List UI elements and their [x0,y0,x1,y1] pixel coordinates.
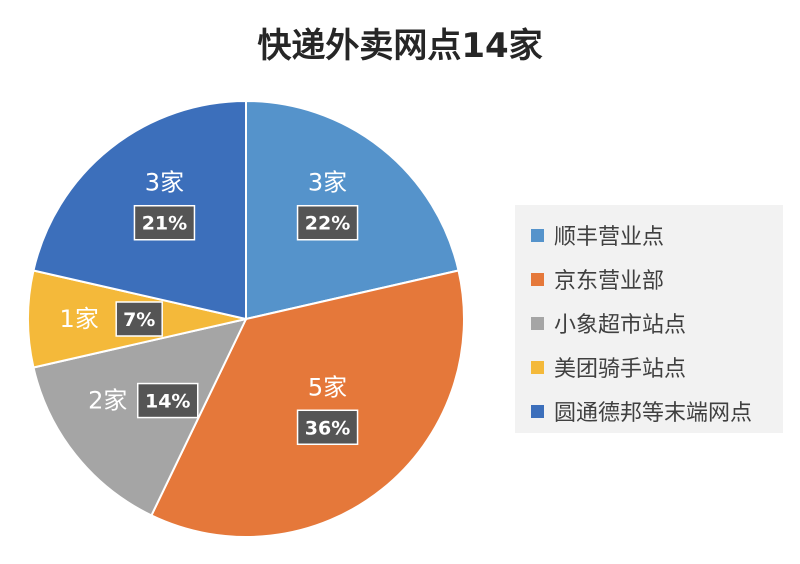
slice-pct-label: 14% [145,391,190,413]
slice-pct-label: 22% [305,213,350,235]
legend-label: 圆通德邦等末端网点 [554,401,753,426]
slice-pct-label: 7% [123,309,155,331]
slice-count-label: 3家 [145,169,184,197]
legend-item-meituan: 美团骑手站点 [531,345,783,389]
slice-pct-box [296,409,359,446]
slice-pct-box [296,204,359,241]
slice-pct-box [115,301,163,337]
legend-label: 小象超市站点 [554,313,687,338]
legend-label: 美团骑手站点 [554,357,687,382]
chart-title: 快递外卖网点14家 [257,26,543,66]
legend-swatch [531,404,544,418]
legend-swatch [531,360,544,374]
slice-pct-label: 21% [142,213,187,235]
legend-swatch [531,316,544,330]
slice-count-label: 3家 [308,169,347,197]
legend: 顺丰营业点 京东营业部 小象超市站点 美团骑手站点 圆通德邦等末端网点 [515,205,783,433]
slice-count-label: 2家 [88,387,127,415]
legend-swatch [531,228,544,242]
pie-slice-jd [150,269,465,538]
slice-pct-box [133,204,196,241]
legend-item-jd: 京东营业部 [531,257,783,301]
legend-label: 京东营业部 [554,269,665,294]
slice-pct-box [136,382,199,419]
slice-pct-label: 36% [305,417,350,439]
slice-count-label: 1家 [60,305,99,333]
legend-label: 顺丰营业点 [554,225,665,250]
legend-swatch [531,272,544,286]
legend-item-xiaoxiang: 小象超市站点 [531,301,783,345]
legend-item-sf: 顺丰营业点 [531,213,783,257]
slice-count-label: 5家 [308,373,347,401]
legend-item-yuantong: 圆通德邦等末端网点 [531,389,783,433]
